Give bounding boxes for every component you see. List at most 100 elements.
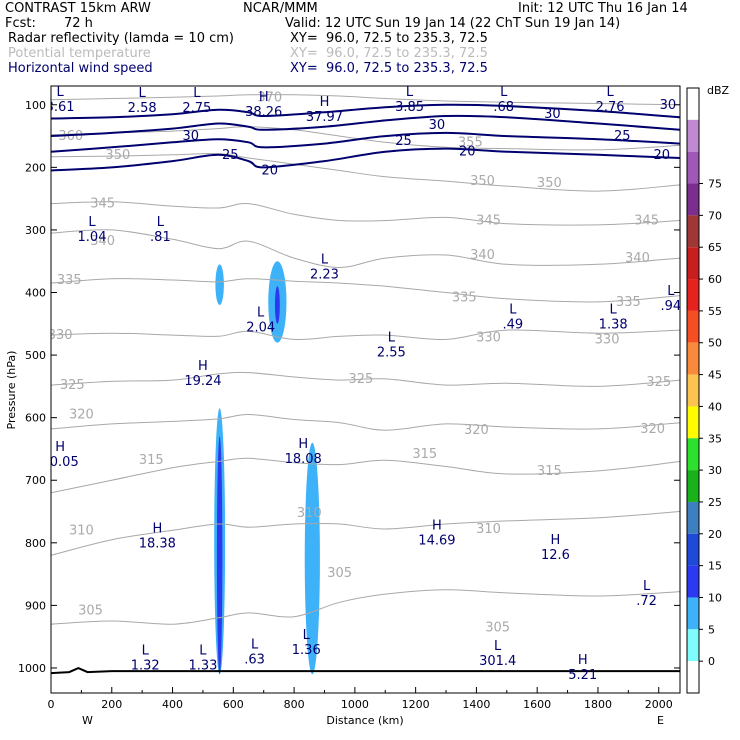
- extremum-value-5: 3.85: [395, 100, 424, 115]
- colorbar-frame: [686, 87, 700, 694]
- extremum-value-14: 1.38: [599, 318, 628, 333]
- x-tick-label-5: 1000: [341, 698, 369, 711]
- colorbar-swatch-3: [687, 183, 699, 216]
- reflectivity-cell-2: [304, 442, 320, 675]
- y-axis-label: Pressure (hPa): [5, 351, 18, 430]
- wind-contour-layer: 30 25 20 25 30 20 30 25 20 30: [51, 98, 680, 178]
- extremum-type-22: L: [643, 579, 651, 594]
- extremum-value-18: 18.08: [285, 452, 322, 467]
- theta-contour-350: [51, 152, 680, 192]
- extremum-value-17: 20.05: [42, 455, 79, 470]
- theta-contour-345: [51, 201, 680, 226]
- extremum-type-20: H: [432, 518, 442, 533]
- wind-label-4: 30: [429, 118, 446, 133]
- extremum-type-10: L: [321, 252, 329, 267]
- colorbar-swatch-4: [687, 215, 699, 248]
- colorbar-swatch-6: [687, 279, 699, 311]
- colorbar-label-13: 65: [708, 241, 722, 254]
- extremum-type-4: H: [320, 95, 330, 110]
- init-time: Init: 12 UTC Thu 16 Jan 14: [518, 1, 688, 16]
- extremum-value-23: 1.32: [131, 659, 160, 674]
- field-reflectivity-xy: XY= 96.0, 72.5 to 235.3, 72.5: [290, 31, 488, 46]
- extremum-value-2: 2.75: [182, 101, 211, 116]
- theta-contour-370: [51, 94, 680, 106]
- y-tick-label-5: 600: [25, 412, 46, 425]
- theta-contour-325: [51, 371, 680, 387]
- extremum-type-12: L: [388, 331, 396, 346]
- colorbar-swatch-7: [687, 310, 699, 343]
- reflectivity-layer: [214, 261, 320, 675]
- colorbar-swatch-5: [687, 247, 699, 280]
- colorbar-swatch-10: [687, 406, 699, 439]
- fcst-label: Fcst:: [5, 16, 36, 31]
- axes-layer: 0 200 400 600 800 1000 1200 1400 1600 1800 2000 100…: [18, 99, 680, 711]
- theta-label-20: 335: [616, 295, 641, 310]
- y-tick-label-8: 900: [25, 599, 46, 612]
- colorbar-label-12: 60: [708, 273, 722, 286]
- theta-contour-340: [51, 229, 680, 269]
- theta-contour-305: [51, 589, 680, 625]
- extremum-type-14: L: [610, 303, 618, 318]
- extremum-value-4: 37.97: [306, 110, 343, 125]
- wind-label-3: 25: [395, 134, 412, 149]
- field-reflectivity-name: Radar reflectivity (lamda = 10 cm): [8, 31, 234, 46]
- theta-label-27: 350: [105, 148, 130, 163]
- y-tick-label-4: 500: [25, 349, 46, 362]
- theta-label-13: 325: [349, 372, 374, 387]
- extremum-value-0: 3.61: [46, 100, 75, 115]
- colorbar-label-3: 15: [708, 560, 722, 573]
- y-tick-label-1: 200: [25, 161, 46, 174]
- extremum-value-1: 2.58: [128, 101, 157, 116]
- extremum-type-24: L: [199, 644, 207, 659]
- wind-label-0: 30: [183, 129, 200, 144]
- theta-contour-315: [51, 457, 680, 494]
- extremum-value-28: 5.21: [568, 668, 597, 683]
- extremum-type-1: L: [139, 86, 147, 101]
- theta-contour-310: [51, 511, 680, 556]
- extremum-value-16: 19.24: [184, 374, 221, 389]
- field-wind-xy: XY= 96.0, 72.5 to 235.3, 72.5: [290, 61, 488, 76]
- extremum-value-6: .68: [493, 100, 514, 115]
- theta-label-30: 355: [458, 135, 483, 150]
- y-tick-label-6: 700: [25, 474, 46, 487]
- plot-area: [51, 86, 680, 693]
- colorbar-label-15: 75: [708, 178, 722, 191]
- x-right-end-label: E: [657, 714, 664, 727]
- colorbar-swatch-15: [687, 565, 699, 598]
- wind-label-7: 25: [614, 129, 631, 144]
- extremum-type-28: H: [578, 653, 588, 668]
- colorbar-swatch-17: [687, 629, 699, 662]
- model-name: CONTRAST 15km ARW: [5, 1, 151, 16]
- theta-label-21: 340: [90, 234, 115, 249]
- x-tick-label-7: 1400: [462, 698, 490, 711]
- colorbar-label-2: 10: [708, 591, 722, 604]
- extremum-value-19: 18.38: [139, 537, 176, 552]
- extremum-type-27: L: [494, 639, 502, 654]
- theta-label-14: 325: [646, 375, 671, 390]
- extremum-type-17: H: [55, 440, 65, 455]
- colorbar-label-8: 40: [708, 400, 722, 413]
- colorbar-swatch-12: [687, 470, 699, 502]
- theta-label-24: 345: [90, 197, 115, 212]
- extremum-type-7: L: [606, 85, 614, 100]
- extremum-type-26: L: [303, 628, 311, 643]
- x-tick-label-0: 0: [48, 698, 55, 711]
- x-axis-label: Distance (km): [326, 714, 403, 727]
- extremum-type-5: L: [406, 85, 414, 100]
- theta-label-26: 345: [634, 214, 659, 229]
- theta-label-19: 335: [452, 291, 477, 306]
- theta-label-1: 305: [327, 566, 352, 581]
- extremum-value-3: 38.26: [245, 105, 282, 120]
- x-tick-label-2: 400: [162, 698, 183, 711]
- reflectivity-cell-4: [274, 286, 280, 324]
- extremum-value-22: .72: [636, 594, 657, 609]
- extremum-type-9: L: [157, 215, 165, 230]
- theta-label-28: 350: [470, 174, 495, 189]
- theta-label-7: 315: [412, 447, 437, 462]
- field-wind-name: Horizontal wind speed: [8, 61, 153, 76]
- colorbar-label-6: 30: [708, 464, 722, 477]
- x-tick-label-1: 200: [101, 698, 122, 711]
- wind-contour-30: [51, 114, 680, 138]
- colorbar-swatch-18: [687, 661, 699, 693]
- colorbar-swatch-9: [687, 374, 699, 407]
